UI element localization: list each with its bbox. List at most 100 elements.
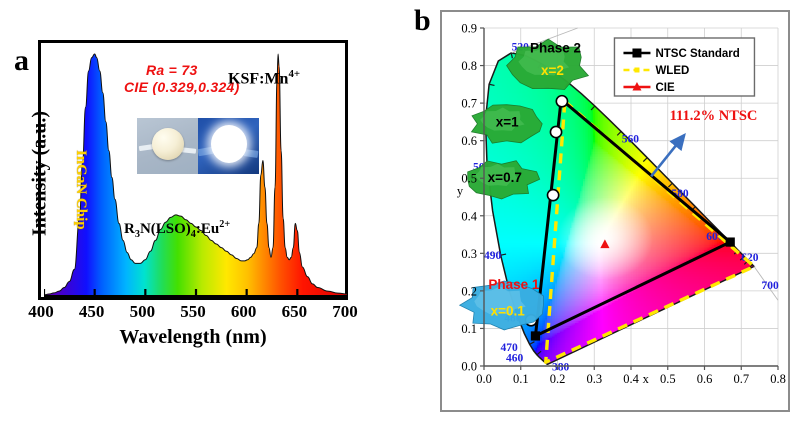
lso-mid: N(LSO) — [140, 221, 191, 237]
cloud-value: x=1 — [496, 114, 519, 129]
panel-b-cie-diagram: 520560580600620700500490480470460380 Pha… — [440, 10, 790, 412]
lso-sub2: 4 — [191, 229, 196, 240]
cie-x-axis-label: x — [643, 372, 650, 386]
ksf-label-text: KSF:Mn — [228, 70, 288, 87]
cloud-shape — [467, 160, 541, 200]
cie-wavelength-tick — [642, 157, 648, 162]
cie-axes: 0.0 0.1 0.2 0.3 0.4 0.5 0.6 0.7 0.8 0.0 0.1 0.2 0.3 0… — [457, 22, 786, 387]
cie-y-tick-label: 0.9 — [461, 22, 477, 36]
panel-a-letter: a — [14, 46, 29, 76]
cie-y-tick-label: 0.1 — [461, 322, 477, 336]
ksf-label-sup: 4+ — [288, 68, 300, 80]
lso-tail: :Eu — [196, 221, 219, 237]
spectrum-x-tick-label: 600 — [221, 302, 267, 322]
cie-y-tick-label: 0.4 — [461, 209, 477, 223]
cie-guide-ray — [753, 266, 779, 301]
cloud-value: x=0.7 — [488, 170, 522, 185]
cie-wavelength-label: 700 — [762, 280, 780, 292]
cie-y-tick-label: 0.5 — [461, 172, 477, 186]
cie-y-tick-label: 0.8 — [461, 59, 477, 73]
cie-wavelength-tick — [488, 83, 495, 87]
led-phosphor-dome — [152, 128, 184, 160]
phase-1-cloud: Phase 1 x=0.1 — [458, 277, 544, 331]
cie-x-tick-label: 0.3 — [586, 372, 602, 386]
cie-y-tick-label: 0.0 — [461, 360, 477, 374]
spectrum-x-tick-label: 650 — [271, 302, 317, 322]
cie-wavelength-tick — [529, 341, 535, 345]
cie-wavelength-tick — [616, 131, 622, 136]
cie-wavelength-label: 620 — [741, 252, 759, 264]
cloud-highlight — [480, 107, 525, 131]
spectrum-x-tick-labels: 400 450 500 550 600 650 700 — [28, 302, 358, 324]
lso-prefix: R — [124, 221, 135, 237]
wled-cie-point-marker — [600, 239, 610, 249]
cloud-value: x=0.1 — [491, 303, 526, 318]
cloud-shape — [470, 104, 543, 144]
cloud-highlight — [518, 46, 570, 76]
ntsc-vertex-marker — [530, 331, 541, 341]
x07-cloud: x=0.7 — [467, 160, 541, 200]
spectrum-x-tick-label: 400 — [18, 302, 64, 322]
led-emitting-dome — [211, 125, 247, 163]
phosphor-cie-point — [555, 94, 569, 108]
cloud-highlight — [474, 286, 526, 315]
ra-annotation: Ra = 73 — [146, 62, 198, 78]
phase-2-cloud: Phase 2 x=2 — [506, 38, 590, 90]
cie-data-series — [524, 94, 756, 364]
cie-wavelength-tick — [500, 253, 507, 256]
cie-white-point-glow — [557, 197, 654, 280]
cie-y-tick-label: 0.3 — [461, 247, 477, 261]
cie-y-tick-label: 0.2 — [461, 284, 477, 298]
cie-wavelength-tick — [739, 255, 745, 261]
cie-legend: NTSC Standard WLED CIE — [613, 37, 756, 97]
panel-b-letter: b — [414, 6, 431, 36]
cloud-title: Phase 1 — [488, 277, 540, 292]
ntsc-coverage-text: 111.2% NTSC — [670, 108, 758, 124]
green-phosphor-label: R3N(LSO)4:Eu2+ — [124, 219, 230, 240]
spectrum-x-tick-label: 450 — [69, 302, 115, 322]
cie-wavelength-tick — [667, 182, 673, 188]
ksf-phosphor-label: KSF:Mn4+ — [228, 68, 300, 88]
cloud-shape — [506, 38, 590, 90]
cie-y-tick-label: 0.6 — [461, 134, 477, 148]
cie-x-tick-label: 0.7 — [733, 372, 749, 386]
legend-label: NTSC Standard — [655, 48, 739, 60]
cie-wavelength-label: 460 — [506, 353, 524, 365]
cie-annotation: CIE (0.329,0.324) — [124, 79, 240, 95]
cie-wavelength-tick — [590, 105, 596, 111]
legend-marker-ntsc — [632, 48, 642, 58]
led-on-photo — [198, 118, 259, 174]
led-off-photo — [137, 118, 198, 174]
cie-chromaticity-svg: 520560580600620700500490480470460380 Pha… — [457, 22, 786, 387]
spectrum-outline — [44, 53, 348, 296]
cie-wavelength-label: 380 — [552, 362, 570, 374]
spectrum-x-axis-title: Wavelength (nm) — [32, 326, 354, 349]
cie-y-axis-label: y — [457, 184, 464, 198]
cie-x-tick-label: 0.0 — [476, 372, 492, 386]
spectrum-plot-area — [44, 46, 348, 300]
cloud-value: x=2 — [541, 63, 564, 78]
phosphor-cie-point — [546, 188, 560, 202]
cie-annotations: 111.2% NTSC — [650, 108, 758, 178]
legend-label: CIE — [655, 82, 675, 94]
cie-x-tick-label: 0.4 — [623, 372, 639, 386]
ntsc-coverage-arrow — [650, 133, 686, 178]
x1-cloud: x=1 — [470, 104, 543, 144]
phosphor-cie-point — [549, 125, 563, 139]
cie-x-tick-label: 0.2 — [550, 372, 566, 386]
spectrum-y-axis-title: Intensity (a.u.) — [29, 24, 52, 324]
cie-x-tick-label: 0.6 — [697, 372, 713, 386]
led-photo-inset — [137, 118, 259, 174]
spectrum-fill — [44, 54, 348, 296]
legend-marker-cie — [632, 82, 642, 91]
ntsc-vertex-marker — [725, 237, 735, 247]
cloud-highlight — [475, 163, 520, 186]
spectrum-x-tick-label: 550 — [170, 302, 216, 322]
cie-wavelength-label: 560 — [622, 134, 640, 146]
cie-y-tick-label: 0.7 — [461, 97, 477, 111]
legend-label: WLED — [655, 65, 689, 77]
lso-sup: 2+ — [219, 219, 230, 230]
spectrum-x-tick-label: 700 — [322, 302, 368, 322]
cie-x-tick-label: 0.5 — [660, 372, 676, 386]
